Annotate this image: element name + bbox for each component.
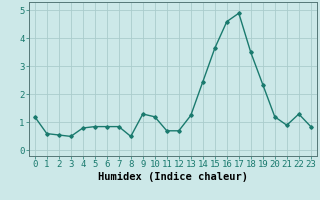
X-axis label: Humidex (Indice chaleur): Humidex (Indice chaleur) xyxy=(98,172,248,182)
